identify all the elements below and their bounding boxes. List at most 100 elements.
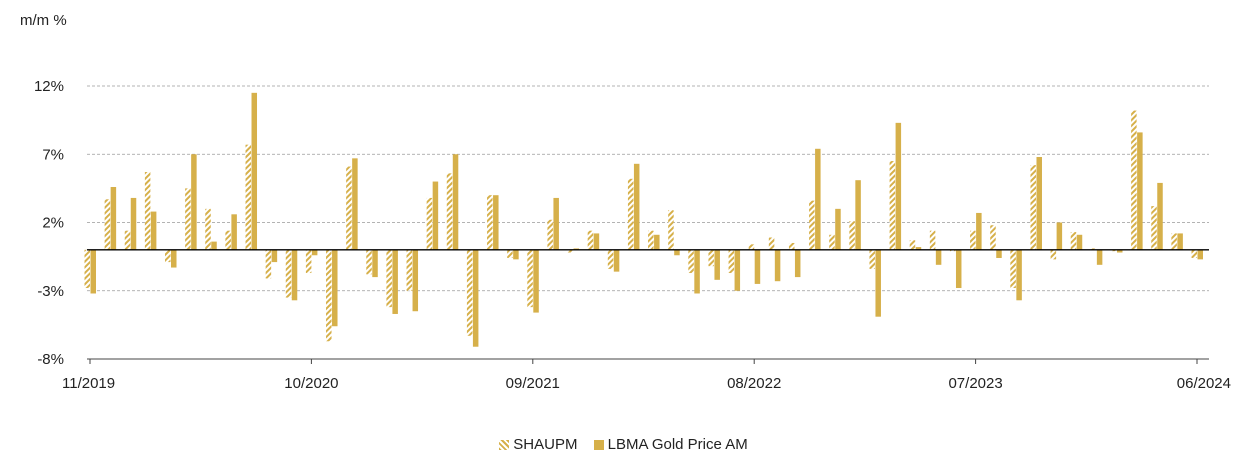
bar-lbma — [875, 249, 881, 317]
bar-lbma — [714, 249, 720, 280]
bar-shaupm — [929, 230, 936, 250]
bar-lbma — [271, 249, 278, 263]
bar-lbma — [794, 249, 801, 278]
bar-lbma — [110, 187, 117, 250]
bar-shaupm — [768, 237, 775, 250]
bar-lbma — [513, 249, 519, 260]
legend: SHAUPM LBMA Gold Price AM — [0, 436, 1247, 454]
bar-shaupm — [1191, 249, 1197, 258]
bar-lbma — [895, 122, 902, 250]
bar-lbma — [835, 208, 841, 250]
bar-lbma — [392, 249, 398, 314]
bar-lbma — [1116, 249, 1123, 253]
bar-lbma — [372, 249, 378, 278]
bar-shaupm — [305, 249, 312, 274]
bar-lbma — [593, 233, 600, 250]
bar-lbma — [613, 249, 620, 272]
bar-shaupm — [728, 249, 735, 274]
bar-lbma — [1036, 156, 1042, 250]
legend-item-shaupm: SHAUPM — [499, 436, 577, 453]
bar-lbma — [311, 249, 318, 256]
bar-shaupm — [567, 249, 574, 253]
bar-shaupm — [970, 230, 976, 250]
legend-swatch-solid — [593, 439, 604, 450]
bar-shaupm — [1110, 249, 1117, 252]
bar-shaupm — [1090, 248, 1097, 250]
bar-lbma — [493, 195, 499, 250]
bar-shaupm — [426, 197, 433, 250]
bar-lbma — [412, 249, 419, 312]
bar-shaupm — [165, 249, 171, 263]
bar-shaupm — [285, 249, 292, 298]
bar-lbma — [211, 241, 217, 250]
bar-shaupm — [386, 249, 392, 308]
bar-lbma — [855, 180, 861, 250]
legend-item-lbma: LBMA Gold Price AM — [593, 436, 748, 453]
bar-lbma — [191, 154, 197, 250]
bar-lbma — [1016, 249, 1022, 301]
bar-shaupm — [205, 208, 211, 250]
axes: 11/2019 10/2020 09/2021 08/2022 07/2023 06/20… — [62, 249, 1231, 392]
bar-lbma — [734, 249, 741, 291]
bar-shaupm — [466, 249, 473, 336]
bar-lbma — [1137, 132, 1143, 250]
bar-lbma — [754, 249, 761, 284]
legend-swatch-hatched — [499, 439, 510, 450]
bar-shaupm — [587, 230, 594, 250]
x-tick-label: 08/2022 — [727, 375, 781, 392]
bar-shaupm — [446, 173, 453, 250]
bar-shaupm — [668, 210, 674, 250]
bar-lbma — [976, 212, 982, 250]
legend-label-lbma: LBMA Gold Price AM — [607, 436, 748, 453]
bar-lbma — [674, 249, 680, 256]
bar-lbma — [553, 197, 559, 250]
bar-chart: 12% 7% 2% -3% -8% 11/2019 10/2020 09/2021 08/20… — [34, 78, 1231, 392]
bar-shaupm — [265, 249, 272, 279]
bar-shaupm — [648, 230, 654, 250]
bar-shaupm — [688, 249, 694, 274]
bar-lbma — [452, 154, 459, 250]
bar-shaupm — [949, 249, 956, 252]
bar-shaupm — [185, 188, 191, 250]
bar-lbma — [774, 249, 781, 282]
bar-shaupm — [809, 200, 815, 250]
bar-lbma — [231, 214, 237, 250]
bar-shaupm — [225, 230, 231, 250]
bar-lbma — [815, 148, 821, 250]
bar-shaupm — [889, 161, 896, 250]
bar-lbma — [1096, 249, 1103, 265]
bar-shaupm — [909, 240, 916, 250]
bar-lbma — [915, 247, 922, 250]
bar-lbma — [171, 249, 177, 268]
bar-shaupm — [1050, 249, 1057, 260]
bar-shaupm — [326, 249, 332, 342]
bars — [84, 92, 1203, 347]
bar-lbma — [533, 249, 539, 313]
bar-shaupm — [1030, 165, 1036, 250]
bar-lbma — [291, 249, 298, 301]
bar-lbma — [90, 249, 96, 294]
x-tick-label: 09/2021 — [506, 375, 560, 392]
x-tick-label: 10/2020 — [284, 375, 338, 392]
bar-shaupm — [607, 249, 614, 269]
bar-shaupm — [829, 234, 835, 250]
bar-shaupm — [1131, 110, 1137, 250]
bar-lbma — [130, 197, 137, 250]
bar-lbma — [472, 249, 479, 347]
bar-shaupm — [788, 242, 795, 250]
bar-lbma — [1076, 234, 1083, 250]
bar-shaupm — [547, 219, 553, 250]
y-tick-label: -8% — [37, 351, 64, 368]
bar-lbma — [1157, 182, 1163, 250]
y-tick-label: 2% — [42, 215, 64, 232]
bar-shaupm — [124, 230, 131, 250]
bar-shaupm — [748, 244, 755, 250]
bar-lbma — [432, 181, 439, 250]
bar-shaupm — [1070, 232, 1077, 250]
x-tick-label: 06/2024 — [1177, 375, 1231, 392]
bar-shaupm — [1010, 249, 1016, 289]
bar-lbma — [150, 211, 157, 250]
bar-shaupm — [869, 249, 875, 269]
bar-shaupm — [346, 166, 352, 250]
